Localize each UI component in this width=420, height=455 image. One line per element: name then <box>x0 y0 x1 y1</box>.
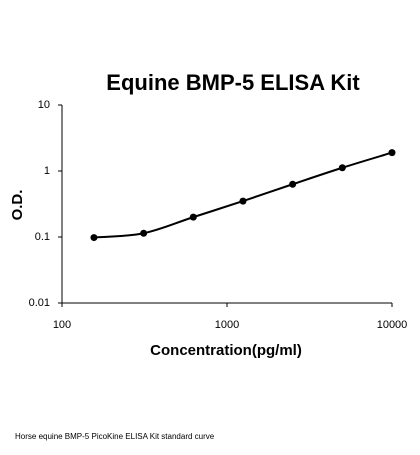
y-tick-label: 0.01 <box>29 297 50 309</box>
caption: Horse equine BMP-5 PicoKine ELISA Kit st… <box>15 432 215 441</box>
y-axis-label: O.D. <box>9 190 26 221</box>
data-point <box>239 197 247 205</box>
x-tick-label: 100 <box>53 319 71 331</box>
y-tick-label: 10 <box>38 99 50 111</box>
chart-title: Equine BMP-5 ELISA Kit <box>106 70 360 95</box>
y-tick-label: 0.1 <box>35 231 50 243</box>
data-point <box>140 229 148 237</box>
x-tick-label: 10000 <box>377 319 408 331</box>
data-point <box>90 234 98 242</box>
x-tick-label: 1000 <box>215 319 239 331</box>
data-point <box>289 180 297 188</box>
x-axis-label: Concentration(pg/ml) <box>150 342 302 359</box>
data-point <box>388 149 396 157</box>
data-point <box>189 213 197 221</box>
y-tick-label: 1 <box>44 165 50 177</box>
data-point <box>338 164 346 172</box>
